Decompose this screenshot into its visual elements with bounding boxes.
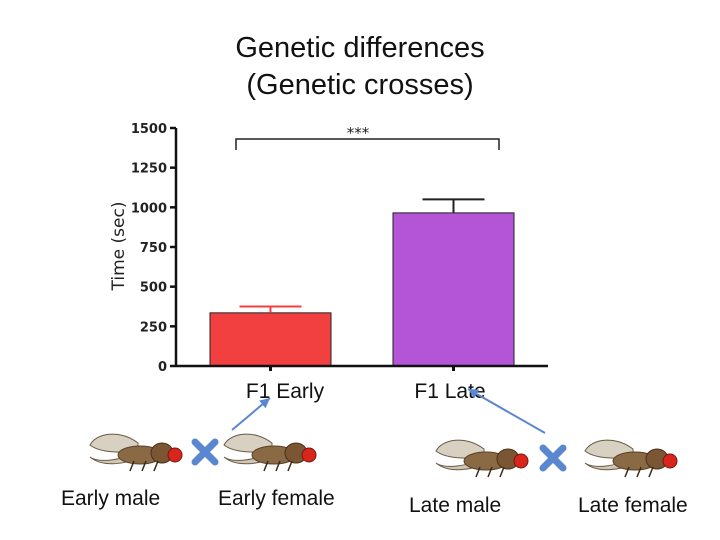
- arrow-head: [259, 398, 270, 409]
- bar: [209, 312, 332, 367]
- fly-leg: [487, 466, 493, 478]
- significance-bracket: ***: [235, 124, 500, 150]
- label-late-female: Late female: [578, 494, 688, 517]
- fly-leg: [275, 460, 281, 472]
- y-axis-label: Time (sec): [109, 202, 129, 292]
- fly-leg: [648, 466, 654, 478]
- fly-leg: [475, 466, 481, 478]
- x-category-label: F1 Early: [246, 380, 325, 403]
- y-tick-label: 750: [140, 241, 167, 256]
- y-tick-label: 1500: [131, 122, 167, 137]
- fly-icon: [89, 433, 183, 472]
- y-axis: 0 250 500 750 1000 1250 1500: [131, 122, 176, 375]
- y-tick-label: 250: [140, 320, 167, 335]
- y-tick-label: 500: [140, 281, 167, 296]
- fly-eye: [301, 447, 317, 463]
- fly-eye: [167, 447, 183, 463]
- cross-icon: [191, 438, 219, 466]
- significance-label: ***: [347, 124, 370, 142]
- fly-leg: [263, 460, 269, 472]
- chart-title-line-2: (Genetic crosses): [246, 69, 474, 101]
- chart-title-line-1: Genetic differences: [235, 32, 485, 64]
- fly-icon: [584, 439, 678, 478]
- fly-leg: [499, 466, 505, 478]
- fly-eye: [513, 453, 529, 469]
- cross-icon: [539, 444, 567, 472]
- inheritance-arrows: [231, 388, 546, 434]
- x-axis-labels: F1 Early F1 Late: [246, 380, 486, 403]
- y-tick-label: 1250: [131, 162, 167, 177]
- bars-group: [209, 212, 515, 367]
- cross-marks: [191, 438, 567, 472]
- label-late-male: Late male: [409, 494, 502, 517]
- fly-eye: [662, 453, 678, 469]
- fly-leg: [129, 460, 135, 472]
- bar: [392, 212, 515, 367]
- fly-leg: [141, 460, 147, 472]
- fly-leg: [636, 466, 642, 478]
- fly-leg: [624, 466, 630, 478]
- fly-icon: [223, 433, 317, 472]
- x-category-label: F1 Late: [414, 380, 485, 403]
- cross-stroke: [191, 438, 219, 466]
- arrow-shaft: [467, 388, 546, 434]
- label-early-female: Early female: [218, 487, 335, 510]
- fly-leg: [153, 460, 159, 472]
- fly-icon: [435, 439, 529, 478]
- fly-leg: [287, 460, 293, 472]
- bracket-line: [235, 138, 500, 150]
- cross-stroke: [539, 444, 567, 472]
- arrow-icon: [467, 388, 546, 434]
- arrow-icon: [231, 397, 271, 431]
- arrow-head: [468, 389, 480, 399]
- y-tick-label: 1000: [131, 201, 167, 216]
- y-tick-label: 0: [158, 360, 167, 375]
- label-early-male: Early male: [61, 487, 161, 510]
- axes-lines: [174, 128, 548, 368]
- flies-group: [89, 433, 678, 478]
